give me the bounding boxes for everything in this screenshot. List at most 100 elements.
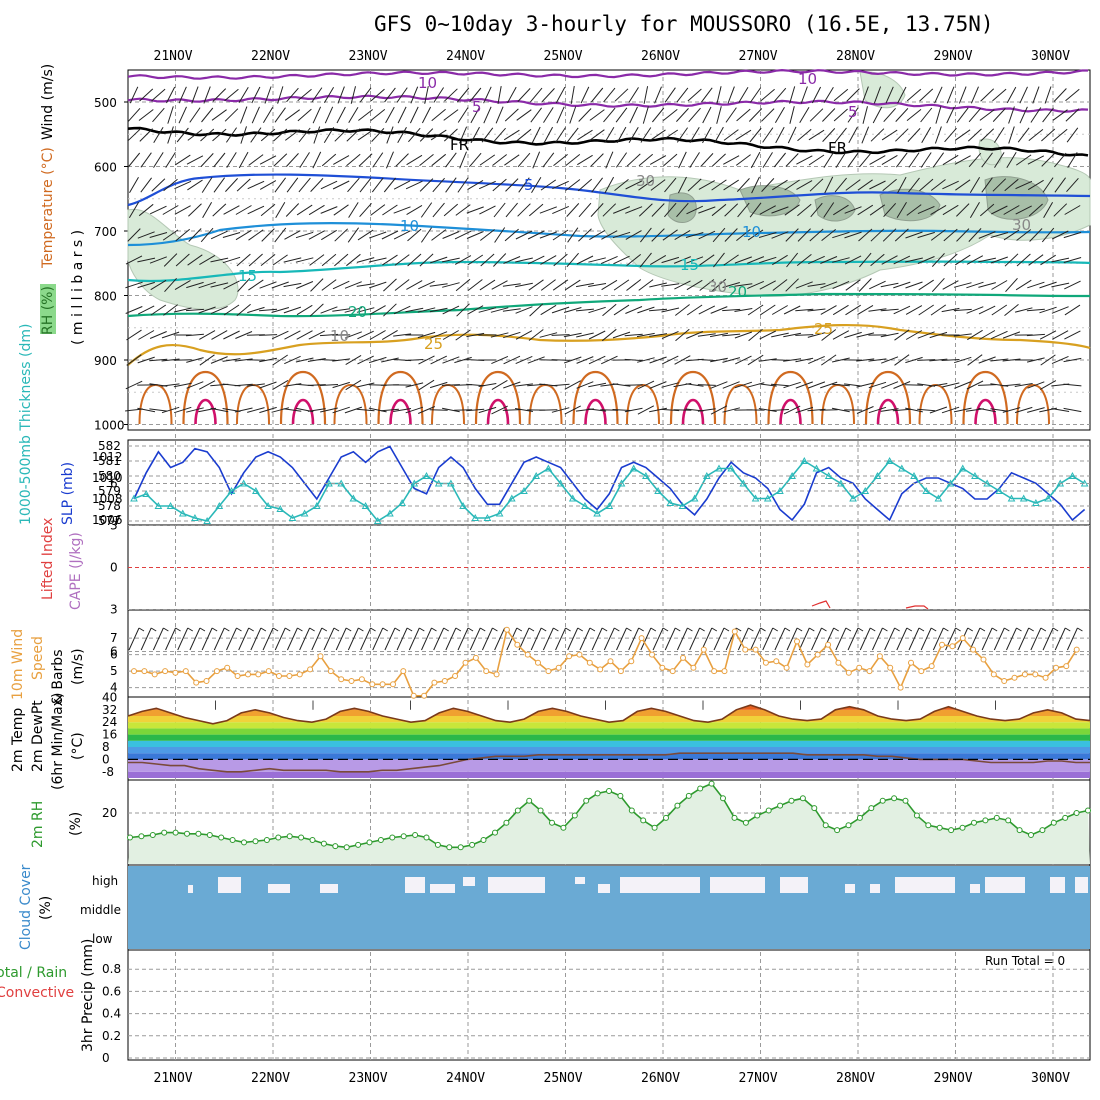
wind-barb: [259, 381, 277, 389]
wind-barb: [942, 204, 959, 216]
wind-barb: [417, 331, 436, 339]
wind-barb: [397, 126, 407, 144]
wind-barb: [882, 228, 897, 242]
wind-barb: [382, 254, 398, 266]
wind10-barb-flag: [211, 627, 218, 632]
wind-barb: [137, 231, 155, 239]
thickness-line: [133, 459, 1086, 523]
wind-barb: [722, 333, 741, 337]
wind-barb: [493, 253, 507, 267]
wind-barb: [555, 86, 566, 104]
wind-barb: [831, 357, 850, 363]
wind10-barb: [311, 627, 323, 651]
wind-barb: [187, 129, 203, 141]
wind-barb: [251, 86, 261, 104]
wind-barb: [649, 282, 667, 288]
wind-barb: [189, 107, 201, 123]
wind10-line-point: [545, 668, 552, 675]
wind-barb: [161, 358, 180, 362]
wind-barb: [187, 254, 203, 266]
wind-barb: [941, 307, 960, 313]
wind-barb: [785, 228, 799, 242]
wind10-barb-flag: [943, 627, 949, 632]
wind10-barb-flag: [224, 627, 230, 632]
wind-barb: [454, 409, 473, 411]
thickness-line-point: [166, 501, 175, 509]
pressure-tick: 500: [94, 96, 117, 110]
wind-barb: [615, 152, 628, 168]
thickness-line-point: [812, 464, 821, 472]
wind-barb: [747, 280, 764, 290]
wind-barb: [638, 279, 654, 291]
wind-barb: [429, 381, 448, 389]
wind-barb: [626, 279, 642, 291]
wind-barb: [697, 384, 716, 386]
wind-barb: [614, 179, 629, 191]
wind-barb: [661, 330, 679, 340]
wind-barb: [698, 305, 716, 315]
wind-barb: [856, 332, 875, 338]
thickness-line-point: [922, 486, 931, 494]
wind10-barb-flag: [967, 627, 974, 632]
wind-barb: [700, 153, 714, 167]
wind-barb: [442, 305, 460, 315]
wind-barb: [516, 128, 532, 142]
temp-contour-10: [127, 222, 1091, 247]
wind-barb: [624, 358, 643, 362]
wind10-barb: [835, 627, 847, 651]
temp-contour-30b: [723, 383, 758, 425]
wind-barb: [174, 205, 191, 215]
contour-label: 20: [348, 303, 367, 321]
thickness-line-point: [849, 494, 857, 502]
wind-barb: [454, 230, 472, 240]
wind-barb: [734, 256, 752, 264]
wind10-line-point: [483, 668, 490, 675]
wind-barb: [210, 356, 228, 364]
wind-barb: [369, 231, 387, 239]
wind-barb: [332, 308, 351, 312]
wind-barb: [820, 256, 838, 264]
wind10-barb-flag: [370, 627, 376, 632]
wind10-barb: [689, 627, 701, 651]
wind-barb: [896, 152, 908, 168]
wind-barb: [979, 203, 995, 217]
wind10-barb-flag: [638, 627, 644, 632]
wind-barb: [162, 205, 179, 215]
wind-barb: [407, 228, 422, 242]
wind-barb: [908, 152, 920, 168]
wind-barb: [295, 357, 314, 363]
wind-barb: [368, 407, 387, 413]
wind-barb: [796, 155, 813, 165]
wind-barb: [942, 154, 959, 166]
wind-barb: [578, 228, 592, 242]
rh2m-line-point: [195, 830, 202, 837]
wind10-line-point: [876, 653, 883, 660]
wind-barb: [575, 308, 594, 312]
wind-barb: [698, 230, 716, 240]
wind-barb: [483, 106, 492, 124]
temp-band: [128, 771, 1090, 778]
wind-barb: [406, 280, 423, 290]
wind10-barb: [774, 627, 786, 651]
temp-contour-30: [962, 370, 1009, 425]
wind-barb: [530, 87, 543, 103]
wind-barb: [906, 109, 922, 121]
wind-barb: [917, 256, 935, 264]
temp-contour-30b: [431, 383, 465, 425]
wind10-barb: [969, 627, 981, 651]
wind-barb: [285, 203, 300, 217]
wind10-barb: [786, 627, 798, 651]
wind-barb: [661, 283, 680, 287]
wind-barb: [457, 107, 469, 123]
wind-barb: [738, 87, 749, 103]
wind-barb: [664, 177, 677, 193]
wind-barb: [906, 88, 922, 102]
wind-barb: [832, 257, 850, 263]
rh2m-line-point: [457, 844, 464, 851]
wind10-barb-flag: [419, 627, 425, 632]
wind-barb: [941, 359, 960, 361]
wind-barb: [917, 359, 936, 361]
wind-barb: [600, 355, 618, 365]
slp-tick: 1008: [92, 492, 123, 506]
